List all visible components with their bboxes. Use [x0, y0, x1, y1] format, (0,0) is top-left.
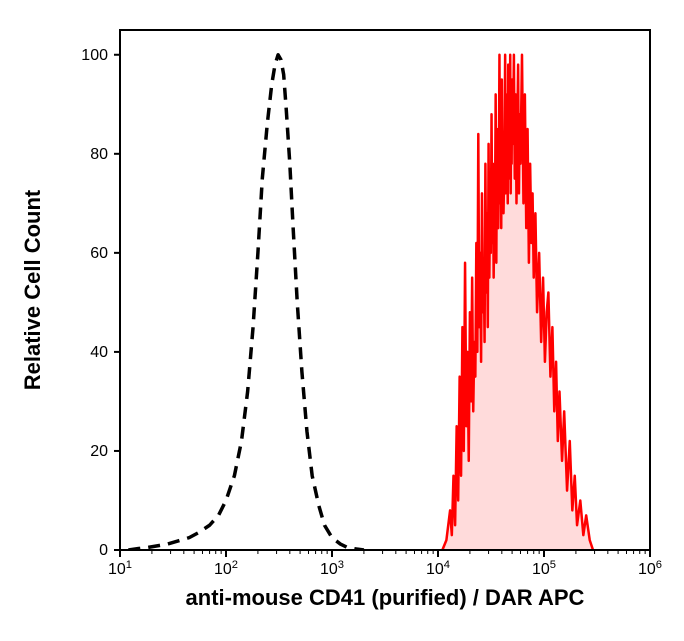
x-tick-label: 102	[214, 559, 238, 578]
x-tick-label: 101	[108, 559, 132, 578]
x-tick-label: 105	[532, 559, 556, 578]
x-tick-label: 106	[638, 559, 662, 578]
flow-cytometry-chart: 0 20 40 60 80 100 101 102 103 104 105 106 Relative C…	[0, 0, 684, 641]
y-tick-label: 60	[90, 245, 108, 262]
y-tick-label: 80	[90, 146, 108, 163]
y-tick-label: 100	[81, 47, 108, 64]
chart-container: 0 20 40 60 80 100 101 102 103 104 105 106 Relative C…	[0, 0, 684, 641]
y-axis-label: Relative Cell Count	[20, 189, 45, 390]
x-tick-label: 103	[320, 559, 344, 578]
y-tick-label: 20	[90, 443, 108, 460]
y-tick-label: 40	[90, 344, 108, 361]
y-tick-label: 0	[99, 542, 108, 559]
x-axis-label: anti-mouse CD41 (purified) / DAR APC	[186, 585, 585, 610]
x-tick-label: 104	[426, 559, 450, 578]
